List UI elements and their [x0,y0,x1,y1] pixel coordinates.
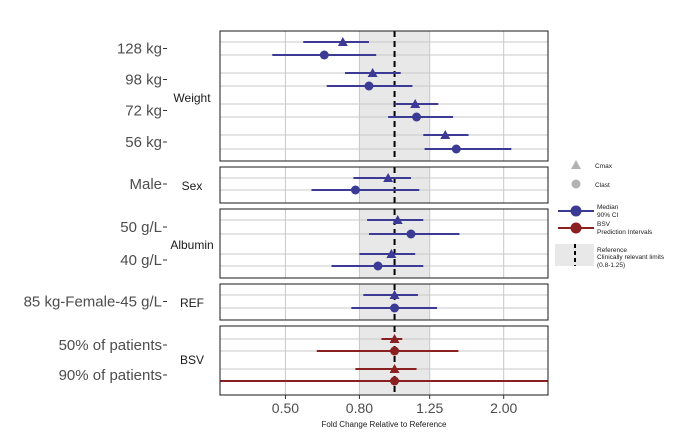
panel-border [219,166,549,204]
clast-marker [451,144,461,154]
row-label: 50 g/L [120,219,162,236]
clast-marker [390,376,400,386]
panel-border [219,30,549,162]
legend-bsv-marker [570,222,582,234]
x-axis-title: Fold Change Relative to Reference [322,420,448,429]
row-label: 72 kg [125,103,162,120]
covariate-label: BSV [180,353,204,367]
clast-marker [390,346,400,356]
x-tick-label: 0.80 [346,400,373,416]
cmax-marker [389,290,400,299]
legend-cmax-triangle [571,160,581,169]
row-label: 56 kg [125,134,162,151]
legend-median-label: Median [597,204,619,211]
legend-clast-circle [571,179,581,189]
cmax-marker [367,68,378,77]
x-tick-label: 1.25 [416,400,443,416]
clast-marker [390,303,400,313]
legend-bsv-label: BSV [597,221,611,228]
clast-marker [319,50,329,60]
covariate-label: Albumin [170,238,213,252]
row-label: Male [129,176,162,193]
clast-marker [373,261,383,271]
cmax-marker [392,215,403,224]
covariate-label: REF [180,296,204,310]
cmax-marker [386,249,397,258]
clast-marker [412,112,422,122]
cmax-marker [389,334,400,343]
row-label: 50% of patients [59,337,162,354]
cmax-marker [337,37,348,46]
cmax-marker [410,99,421,108]
row-label: 40 g/L [120,252,162,269]
x-tick-label: 0.50 [272,400,299,416]
clast-marker [350,185,360,195]
x-tick-label: 2.00 [490,400,517,416]
row-label: 85 kg-Female-45 g/L [24,294,162,311]
covariate-label: Weight [173,91,211,105]
legend-pi-label: Prediction Intervals [597,229,653,236]
legend-median-marker [570,205,582,217]
legend-ref-label: Reference [597,247,627,254]
cmax-marker [389,364,400,373]
cmax-marker [383,173,394,182]
legend-cmax-label: Cmax [595,163,613,170]
row-label: 98 kg [125,72,162,89]
clast-marker [364,81,374,91]
legend-clast-label: Clast [595,182,610,189]
legend-ci-label: 90% CI [597,212,619,219]
covariate-label: Sex [182,179,203,193]
row-label: 90% of patients [59,367,162,384]
panel-border [219,283,549,321]
row-label: 128 kg [117,41,162,58]
panel-border [219,325,549,396]
legend-limits-label: Clinically relevant limits [597,254,665,261]
clast-marker [406,229,416,239]
panel-border [219,208,549,279]
legend-limits-range: (0.8-1.25) [597,262,625,269]
cmax-marker [440,130,451,139]
